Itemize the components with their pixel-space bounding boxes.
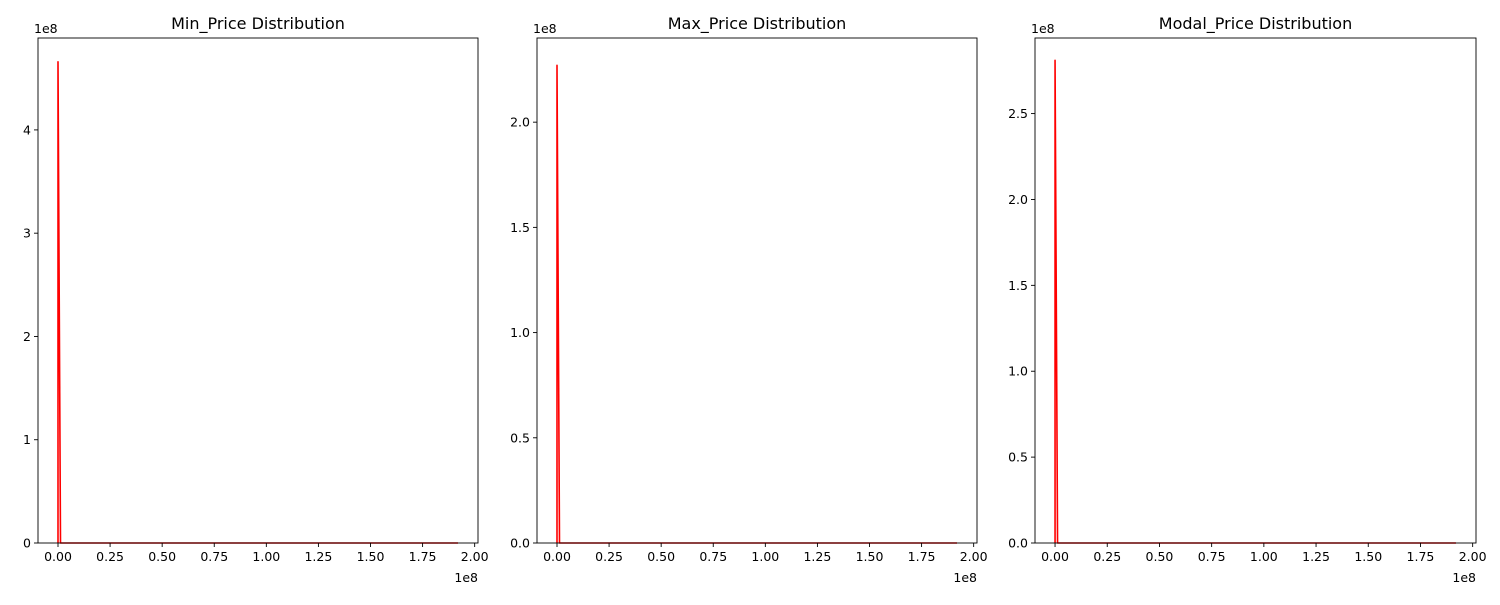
x-tick-label: 1.75 <box>1407 549 1435 564</box>
y-tick-label: 1.0 <box>510 325 530 340</box>
y-tick-label: 1.0 <box>1008 364 1028 379</box>
y-offset-label: 1e8 <box>533 21 557 36</box>
x-tick-label: 1.50 <box>357 549 385 564</box>
x-tick-label: 0.50 <box>1146 549 1174 564</box>
x-tick-label: 2.00 <box>461 549 489 564</box>
y-tick-label: 2.0 <box>510 115 530 130</box>
x-tick-label: 1.50 <box>1354 549 1382 564</box>
x-tick-label: 1.25 <box>304 549 332 564</box>
x-tick-label: 0.25 <box>1093 549 1121 564</box>
x-tick-label: 0.00 <box>1041 549 1069 564</box>
y-tick-label: 0.0 <box>510 536 530 551</box>
y-tick-label: 1.5 <box>1008 278 1028 293</box>
x-tick-label: 0.50 <box>148 549 176 564</box>
chart-panel-2: Max_Price Distribution 0.00 0.25 0.50 0.75 1.… <box>510 14 988 585</box>
x-tick-label: 2.00 <box>1459 549 1487 564</box>
x-tick-label: 1.00 <box>1250 549 1278 564</box>
x-tick-label: 0.75 <box>200 549 228 564</box>
x-tick-label: 0.75 <box>699 549 727 564</box>
series-line-1 <box>556 64 957 544</box>
x-tick-label: 0.75 <box>1198 549 1226 564</box>
y-tick-label: 2.0 <box>1008 192 1028 207</box>
x-tick-label: 1.25 <box>1302 549 1330 564</box>
x-offset-label: 1e8 <box>953 570 977 585</box>
chart-panel-1: Min_Price Distribution 0.00 0.25 0.50 0.75 1.… <box>23 14 489 585</box>
y-tick-label: 2.5 <box>1008 106 1028 121</box>
x-tick-label: 2.00 <box>960 549 988 564</box>
y-tick-label: 0.5 <box>510 430 530 445</box>
chart-panel-3: Modal_Price Distribution 0.00 0.25 0.50 0.75… <box>1008 14 1487 585</box>
plot-frame <box>1034 37 1477 544</box>
plot-frame <box>37 37 479 544</box>
y-offset-label: 1e8 <box>34 21 58 36</box>
chart-title: Modal_Price Distribution <box>1159 14 1352 34</box>
x-tick-label: 0.00 <box>44 549 72 564</box>
x-tick-label: 1.75 <box>409 549 437 564</box>
y-offset-label: 1e8 <box>1031 21 1055 36</box>
x-tick-label: 0.50 <box>647 549 675 564</box>
series-line-1 <box>1054 59 1456 544</box>
x-tick-label: 0.00 <box>543 549 571 564</box>
x-tick-label: 0.25 <box>96 549 124 564</box>
y-tick-label: 4 <box>23 122 31 137</box>
y-tick-label: 0.0 <box>1008 536 1028 551</box>
y-tick-label: 1.5 <box>510 220 530 235</box>
x-offset-label: 1e8 <box>1452 570 1476 585</box>
series-line-1 <box>57 60 458 544</box>
chart-title: Max_Price Distribution <box>668 14 847 34</box>
y-tick-label: 1 <box>23 432 31 447</box>
y-tick-label: 2 <box>23 329 31 344</box>
x-tick-label: 0.25 <box>595 549 623 564</box>
y-tick-label: 0 <box>23 536 31 551</box>
x-tick-label: 1.25 <box>803 549 831 564</box>
y-tick-label: 0.5 <box>1008 450 1028 465</box>
x-offset-label: 1e8 <box>454 570 478 585</box>
x-tick-label: 1.00 <box>252 549 280 564</box>
plot-frame <box>536 37 978 544</box>
x-tick-label: 1.50 <box>856 549 884 564</box>
x-tick-label: 1.75 <box>908 549 936 564</box>
chart-title: Min_Price Distribution <box>171 14 345 34</box>
x-tick-label: 1.00 <box>751 549 779 564</box>
y-tick-label: 3 <box>23 226 31 241</box>
